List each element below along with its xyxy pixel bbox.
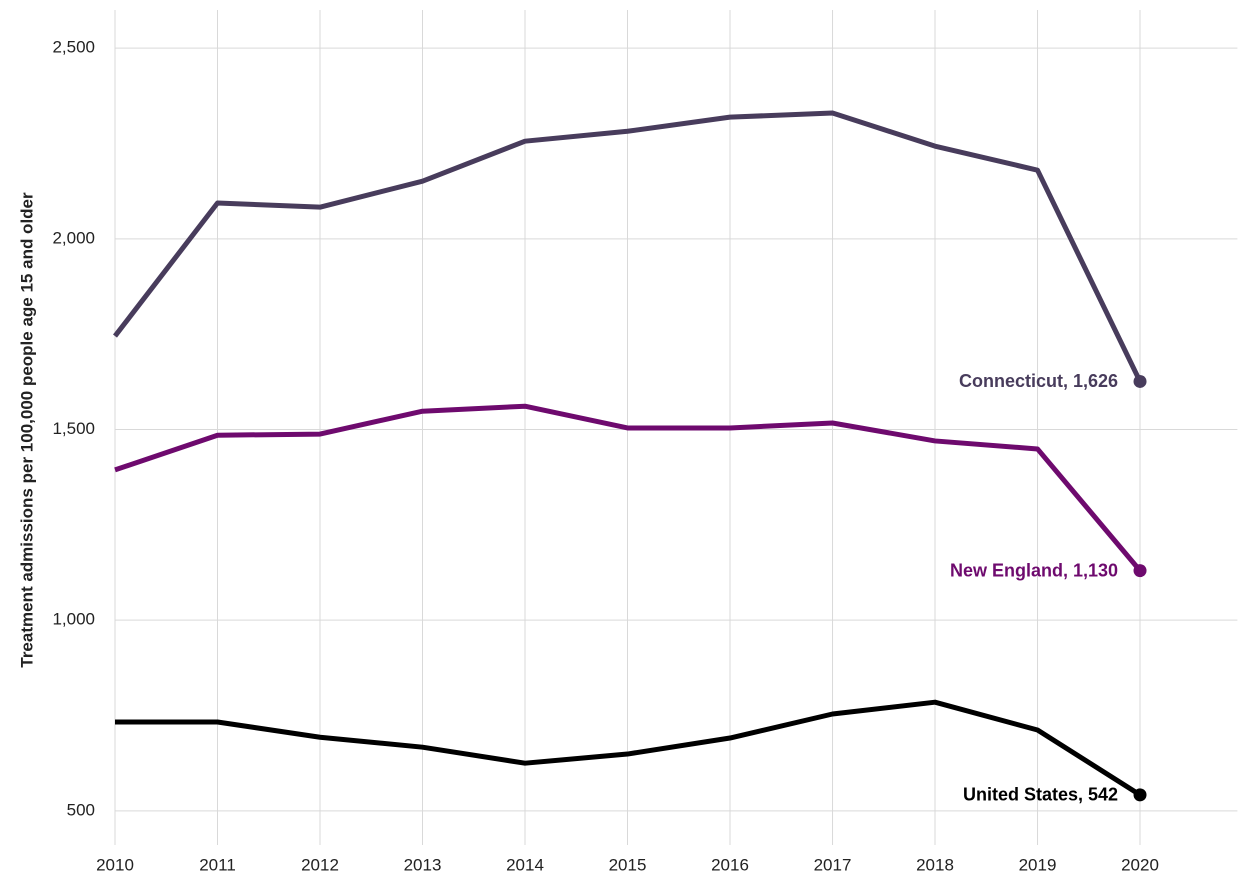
- end-point: [1133, 564, 1147, 578]
- x-tick-label: 2010: [96, 855, 134, 874]
- x-tick-label: 2015: [609, 855, 647, 874]
- x-tick-label: 2013: [404, 855, 442, 874]
- end-label: Connecticut, 1,626: [959, 371, 1118, 391]
- series-line: [115, 699, 1142, 797]
- series-line: [113, 110, 1143, 383]
- x-tick-label: 2018: [916, 855, 954, 874]
- end-point: [1133, 374, 1147, 388]
- end-point: [1133, 788, 1147, 802]
- y-tick-label: 500: [67, 800, 95, 819]
- x-tick-label: 2012: [301, 855, 339, 874]
- x-tick-label: 2014: [506, 855, 544, 874]
- end-label: United States, 542: [963, 785, 1118, 805]
- y-tick-label: 1,000: [52, 610, 95, 629]
- series-line: [114, 403, 1142, 573]
- y-tick-label: 2,000: [52, 228, 95, 247]
- y-tick-label: 1,500: [52, 419, 95, 438]
- x-tick-label: 2011: [199, 855, 236, 874]
- y-axis-label: Treatment admissions per 100,000 people …: [17, 192, 36, 668]
- x-tick-label: 2017: [814, 855, 852, 874]
- end-label: New England, 1,130: [950, 560, 1118, 580]
- x-tick-label: 2016: [711, 855, 749, 874]
- y-tick-label: 2,500: [52, 38, 95, 57]
- x-tick-label: 2019: [1019, 855, 1057, 874]
- x-tick-label: 2020: [1121, 855, 1159, 874]
